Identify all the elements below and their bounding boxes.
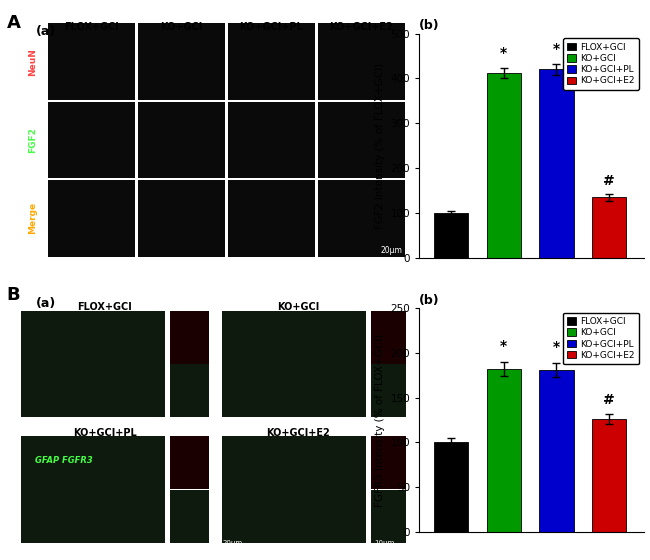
Y-axis label: FGF2 Intensity (% of FLOX+GCI): FGF2 Intensity (% of FLOX+GCI) [375,63,385,228]
Bar [540,370,573,532]
Text: (b): (b) [419,294,440,307]
Text: KO+GCI: KO+GCI [277,302,319,312]
Text: *: * [553,43,560,57]
Bar [228,102,315,178]
Text: (a): (a) [36,297,56,310]
Bar [228,180,315,256]
Bar [592,419,627,532]
Bar [318,24,405,100]
Bar [170,436,209,489]
Bar [21,311,165,417]
Bar [170,311,209,363]
Y-axis label: FGFR3 Intensity (% of FLOX+GCI): FGFR3 Intensity (% of FLOX+GCI) [375,333,385,507]
Text: KO+GCI+PL: KO+GCI+PL [73,428,136,438]
Bar [138,24,225,100]
Text: #: # [603,393,615,407]
Text: (b): (b) [419,20,440,32]
Bar [318,102,405,178]
Text: 20μm: 20μm [222,540,242,547]
Bar [434,442,468,532]
Text: FGF2: FGF2 [29,127,38,153]
Bar [371,311,410,363]
Bar [486,369,521,532]
Text: #: # [603,174,615,188]
Bar [170,365,209,417]
Text: KO+GCI+PL: KO+GCI+PL [239,22,304,32]
Bar [228,24,315,100]
Text: FLOX+GCI: FLOX+GCI [64,22,119,32]
Bar [138,180,225,256]
Bar [318,180,405,256]
Bar [138,102,225,178]
Bar [48,180,135,256]
Bar [540,69,573,258]
Text: (a): (a) [36,25,56,38]
Bar [21,436,165,543]
Bar [434,213,468,258]
Bar [48,24,135,100]
Text: *: * [500,339,507,353]
Bar [371,490,410,543]
Legend: FLOX+GCI, KO+GCI, KO+GCI+PL, KO+GCI+E2: FLOX+GCI, KO+GCI, KO+GCI+PL, KO+GCI+E2 [563,312,639,365]
Text: NeuN: NeuN [29,48,38,76]
Text: B: B [6,286,20,304]
Text: A: A [6,14,20,32]
Text: GFAP FGFR3: GFAP FGFR3 [35,456,93,465]
Text: FLOX+GCI: FLOX+GCI [77,302,132,312]
Bar [48,102,135,178]
Bar [222,436,366,543]
Bar [371,365,410,417]
Bar [592,197,627,258]
Bar [170,490,209,543]
Text: 20μm: 20μm [380,246,402,255]
Text: *: * [500,46,507,60]
Bar [222,311,366,417]
Text: 10μm: 10μm [374,540,395,547]
Legend: FLOX+GCI, KO+GCI, KO+GCI+PL, KO+GCI+E2: FLOX+GCI, KO+GCI, KO+GCI+PL, KO+GCI+E2 [563,38,639,90]
Text: Merge: Merge [29,202,38,235]
Bar [371,436,410,489]
Text: KO+GCI+E2: KO+GCI+E2 [266,428,330,438]
Text: KO+GCI+E2: KO+GCI+E2 [330,22,393,32]
Bar [486,73,521,258]
Text: *: * [553,340,560,354]
Text: KO+GCI: KO+GCI [161,22,203,32]
